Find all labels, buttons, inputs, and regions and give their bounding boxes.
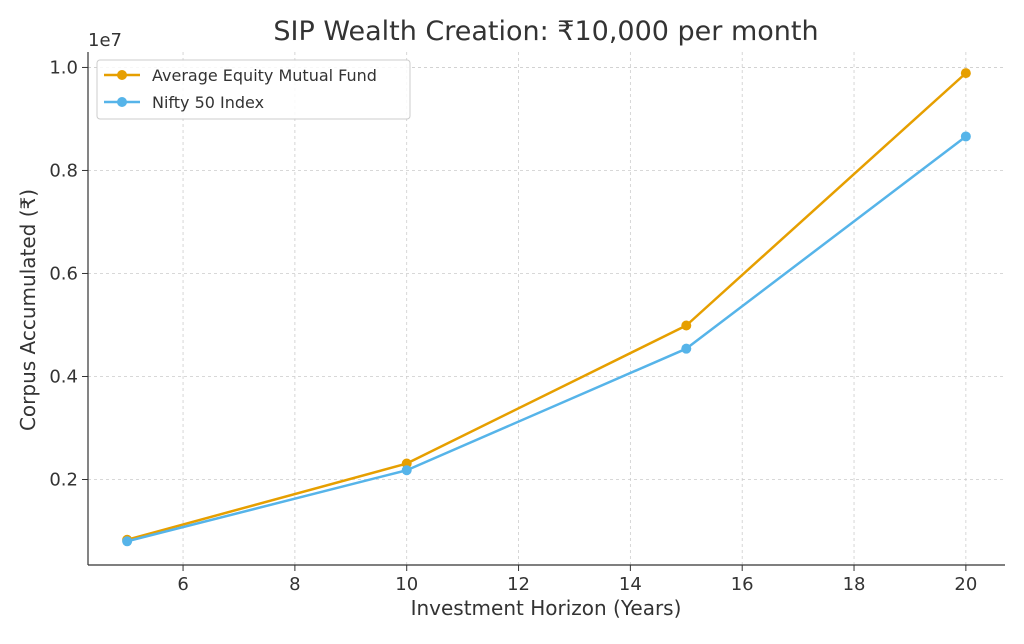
y-axis-label: Corpus Accumulated (₹) (16, 189, 40, 431)
legend-box (96, 59, 411, 120)
legend: Average Equity Mutual Fund Nifty 50 Index (96, 59, 411, 120)
data-point (681, 343, 692, 354)
grid-layer (88, 52, 1005, 565)
legend-label: Average Equity Mutual Fund (152, 66, 377, 85)
legend-item: Nifty 50 Index (104, 93, 264, 112)
data-point (122, 536, 133, 547)
x-tick-label: 10 (395, 574, 418, 595)
x-tick-label: 12 (507, 574, 530, 595)
series-layer (122, 68, 971, 547)
data-point (960, 68, 971, 79)
y-tick-label: 0.8 (49, 160, 78, 181)
legend-label: Nifty 50 Index (152, 93, 264, 112)
data-point (960, 131, 971, 142)
legend-swatch-marker (117, 70, 127, 80)
series-line-0 (125, 71, 968, 542)
y-tick-label: 0.6 (49, 263, 78, 284)
x-axis-label: Investment Horizon (Years) (411, 596, 682, 620)
series-line-1 (125, 135, 968, 543)
y-axis-offset-label: 1e7 (88, 30, 122, 51)
chart-title: SIP Wealth Creation: ₹10,000 per month (273, 16, 818, 47)
x-tick-label: 6 (177, 574, 188, 595)
x-tick-label: 20 (954, 574, 977, 595)
legend-item: Average Equity Mutual Fund (104, 66, 377, 85)
y-tick-label: 1.0 (49, 57, 78, 78)
y-tick-label: 0.2 (49, 470, 78, 491)
data-point (401, 465, 412, 476)
legend-swatch-marker (117, 97, 127, 107)
axes-layer: 6 8 10 12 14 16 18 20 0.2 0.4 0.6 0.8 1.0 (49, 52, 1005, 595)
y-tick-label: 0.4 (49, 366, 78, 387)
x-tick-label: 18 (843, 574, 866, 595)
data-point (681, 320, 692, 331)
x-tick-label: 8 (289, 574, 300, 595)
x-tick-label: 16 (731, 574, 754, 595)
x-tick-label: 14 (619, 574, 642, 595)
